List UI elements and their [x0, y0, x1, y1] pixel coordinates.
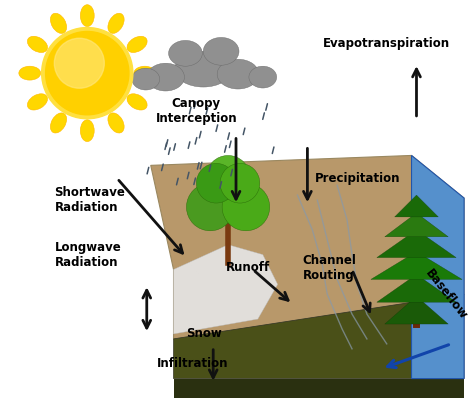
Text: Snow: Snow — [186, 327, 222, 340]
Circle shape — [201, 167, 256, 223]
Ellipse shape — [108, 113, 124, 133]
Polygon shape — [395, 195, 438, 217]
Circle shape — [46, 32, 129, 115]
Ellipse shape — [132, 68, 160, 90]
Ellipse shape — [27, 94, 47, 110]
Ellipse shape — [203, 38, 239, 65]
Ellipse shape — [50, 13, 67, 33]
Polygon shape — [411, 156, 464, 379]
Text: Runoff: Runoff — [226, 261, 270, 274]
Circle shape — [55, 38, 104, 88]
Polygon shape — [385, 296, 448, 324]
Text: Infiltration: Infiltration — [157, 357, 228, 370]
Ellipse shape — [127, 94, 147, 110]
Ellipse shape — [80, 5, 94, 27]
Ellipse shape — [127, 36, 147, 53]
Ellipse shape — [217, 59, 259, 89]
Polygon shape — [173, 379, 464, 398]
Circle shape — [220, 163, 260, 203]
Circle shape — [222, 183, 270, 231]
Circle shape — [42, 28, 133, 119]
Circle shape — [186, 183, 234, 231]
Ellipse shape — [19, 66, 41, 80]
Polygon shape — [371, 251, 462, 279]
Text: Shortwave
Radiation: Shortwave Radiation — [55, 186, 126, 214]
Polygon shape — [377, 230, 456, 258]
Text: Canopy
Interception: Canopy Interception — [155, 97, 237, 125]
Text: Longwave
Radiation: Longwave Radiation — [55, 241, 121, 269]
Ellipse shape — [27, 36, 47, 53]
Text: Precipitation: Precipitation — [315, 172, 401, 185]
Polygon shape — [173, 294, 464, 379]
Ellipse shape — [80, 120, 94, 141]
Polygon shape — [377, 274, 456, 302]
Polygon shape — [151, 156, 464, 339]
Polygon shape — [385, 213, 448, 237]
Text: Evapotranspiration: Evapotranspiration — [323, 37, 450, 50]
Text: Baseflow: Baseflow — [423, 266, 470, 322]
Polygon shape — [173, 245, 278, 334]
Ellipse shape — [134, 66, 155, 80]
Ellipse shape — [249, 66, 277, 88]
Circle shape — [196, 163, 236, 203]
Text: Channel
Routing: Channel Routing — [302, 254, 356, 281]
Ellipse shape — [169, 40, 202, 66]
Ellipse shape — [50, 113, 67, 133]
Circle shape — [206, 156, 250, 199]
Ellipse shape — [174, 51, 232, 87]
Ellipse shape — [108, 13, 124, 33]
Ellipse shape — [147, 63, 184, 91]
